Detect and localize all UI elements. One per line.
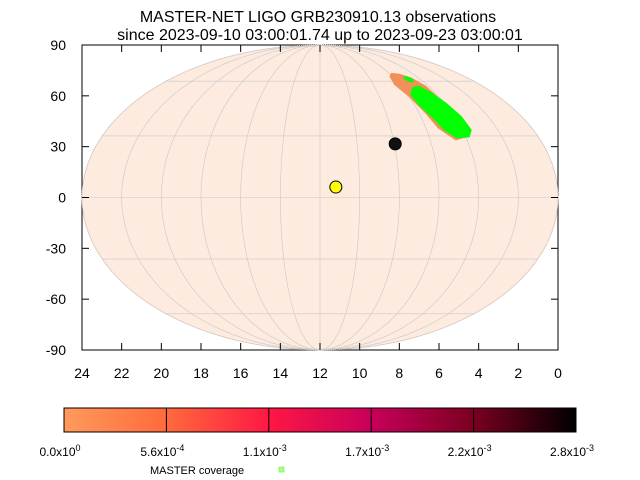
chart-title-line1: MASTER-NET LIGO GRB230910.13 observation… [140,9,496,26]
y-tick-label: 60 [50,88,66,104]
y-tick-label: -90 [46,342,66,358]
moon-marker [388,137,402,151]
x-tick-label: 2 [514,365,522,381]
colorbar-tick-label: 2.8x10-3 [550,443,594,459]
legend-coverage-swatch [278,466,285,473]
x-tick-label: 0 [554,365,562,381]
x-tick-label: 24 [74,365,90,381]
legend-label: MASTER coverage [150,465,244,477]
y-tick-label: -60 [46,291,66,307]
colorbar-tick-label: 0.0x100 [39,443,80,459]
x-tick-label: 6 [435,365,443,381]
y-tick-label: 30 [50,139,66,155]
x-tick-label: 4 [475,365,483,381]
x-tick-label: 8 [395,365,403,381]
x-tick-label: 18 [193,365,209,381]
colorbar-tick-label: 2.2x10-3 [448,443,492,459]
x-tick-label: 12 [312,365,328,381]
sky-map [81,44,559,351]
colorbar-tick-label: 1.7x10-3 [345,443,389,459]
coverage-region-north [403,76,414,83]
x-tick-label: 22 [114,365,130,381]
graticule [81,44,559,351]
colorbar-tick-label: 5.6x10-4 [140,443,184,459]
y-tick-label: -30 [46,240,66,256]
colorbar: 0.0x100 5.6x10-4 1.1x10-3 1.7x10-3 2.2x10-3 2… [39,407,594,459]
y-tick-label: 90 [50,37,66,53]
y-tick-label: 0 [58,190,66,206]
chart-title-line2: since 2023-09-10 03:00:01.74 up to 2023-… [117,27,523,44]
colorbar-gradient [63,407,577,433]
x-tick-label: 16 [233,365,249,381]
colorbar-tick-label: 1.1x10-3 [243,443,287,459]
coverage-region [410,85,472,139]
x-tick-label: 10 [352,365,368,381]
x-tick-label: 14 [273,365,289,381]
x-tick-label: 20 [154,365,170,381]
sun-marker [329,180,343,194]
